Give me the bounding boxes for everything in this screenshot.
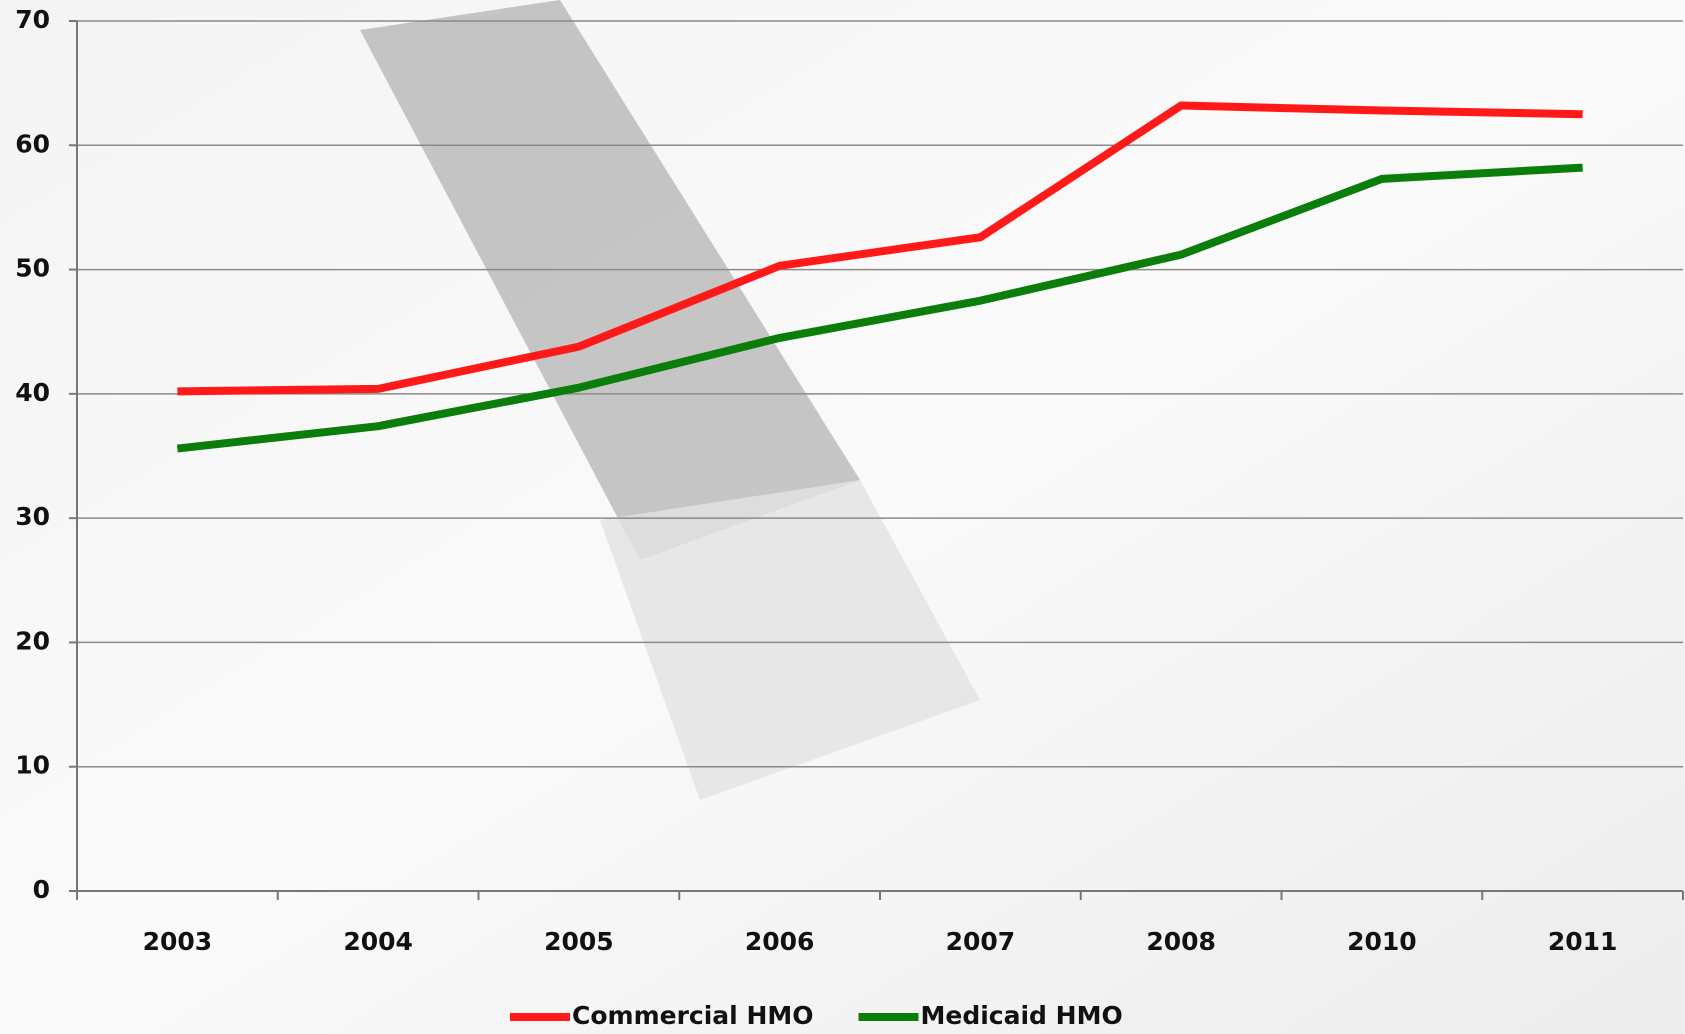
line-series: [176, 163, 1583, 453]
x-tick-label: 2006: [745, 927, 815, 956]
legend-label: Commercial HMO: [572, 1001, 814, 1030]
x-tick-label: 2008: [1146, 927, 1216, 956]
x-tick-label: 2004: [343, 927, 413, 956]
x-tick-label: 2005: [544, 927, 614, 956]
y-tick-label: 40: [15, 378, 50, 407]
y-tick-label: 10: [15, 751, 50, 780]
y-tick-label: 70: [15, 5, 50, 34]
legend-label: Medicaid HMO: [921, 1001, 1123, 1030]
x-tick-label: 2007: [946, 927, 1016, 956]
y-tick-label: 50: [15, 254, 50, 283]
background-photo: [600, 480, 980, 800]
line-series: [177, 101, 1583, 396]
x-tick-label: 2011: [1548, 927, 1618, 956]
x-tick-label: 2003: [143, 927, 213, 956]
y-tick-label: 20: [15, 626, 50, 655]
x-tick-label: 2010: [1347, 927, 1417, 956]
y-tick-label: 60: [15, 129, 50, 158]
y-tick-label: 0: [33, 875, 50, 904]
y-tick-label: 30: [15, 502, 50, 531]
background-photo: [360, 0, 860, 560]
